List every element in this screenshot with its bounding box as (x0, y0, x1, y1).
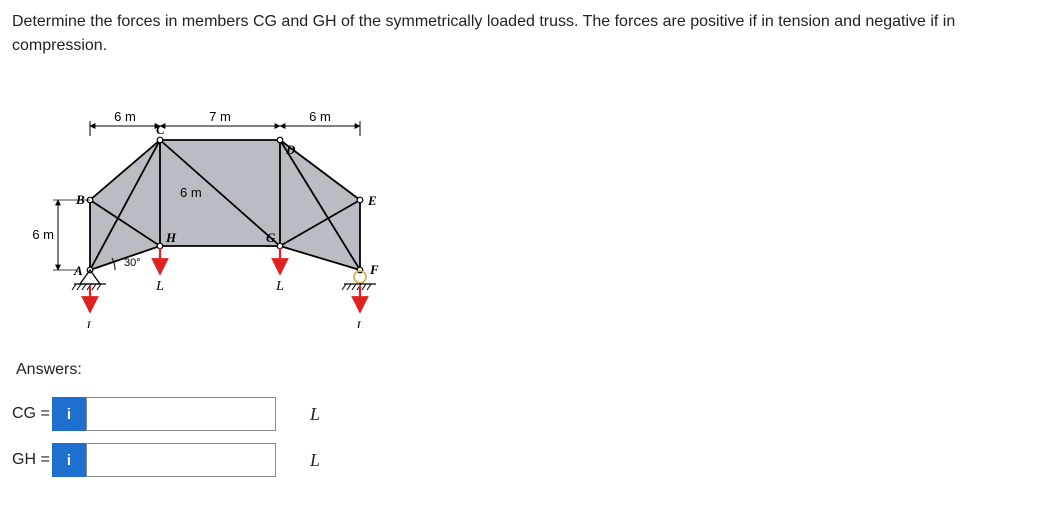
var-label-gh: GH = (12, 451, 52, 469)
svg-text:6 m: 6 m (32, 227, 54, 242)
answers-heading: Answers: (16, 361, 1043, 379)
svg-text:L: L (275, 279, 284, 294)
truss-figure: 6 m7 m6 m6 m6 m30°L2LLL2ABCDEFGH (30, 80, 1043, 333)
svg-text:7 m: 7 m (209, 109, 231, 124)
svg-text:E: E (367, 193, 377, 208)
svg-text:H: H (165, 230, 177, 245)
svg-text:F: F (369, 262, 379, 277)
svg-text:L: L (155, 279, 164, 294)
unit-gh: L (310, 450, 320, 471)
svg-text:C: C (156, 122, 165, 137)
svg-text:G: G (266, 230, 276, 245)
svg-text:B: B (75, 192, 85, 207)
var-label-cg: CG = (12, 405, 52, 423)
answer-row-cg: CG = i L (12, 397, 1043, 431)
info-icon[interactable]: i (52, 397, 86, 431)
gh-input[interactable] (86, 443, 276, 477)
svg-text:A: A (73, 263, 83, 278)
svg-text:D: D (285, 142, 296, 157)
svg-text:6 m: 6 m (309, 109, 331, 124)
svg-text:6 m: 6 m (114, 109, 136, 124)
svg-text:6 m: 6 m (180, 185, 202, 200)
svg-text:L: L (355, 318, 363, 328)
info-icon[interactable]: i (52, 443, 86, 477)
answer-row-gh: GH = i L (12, 443, 1043, 477)
cg-input[interactable] (86, 397, 276, 431)
svg-text:30°: 30° (124, 257, 141, 269)
svg-text:L: L (85, 318, 93, 328)
unit-cg: L (310, 404, 320, 425)
question-text: Determine the forces in members CG and G… (12, 10, 1043, 58)
